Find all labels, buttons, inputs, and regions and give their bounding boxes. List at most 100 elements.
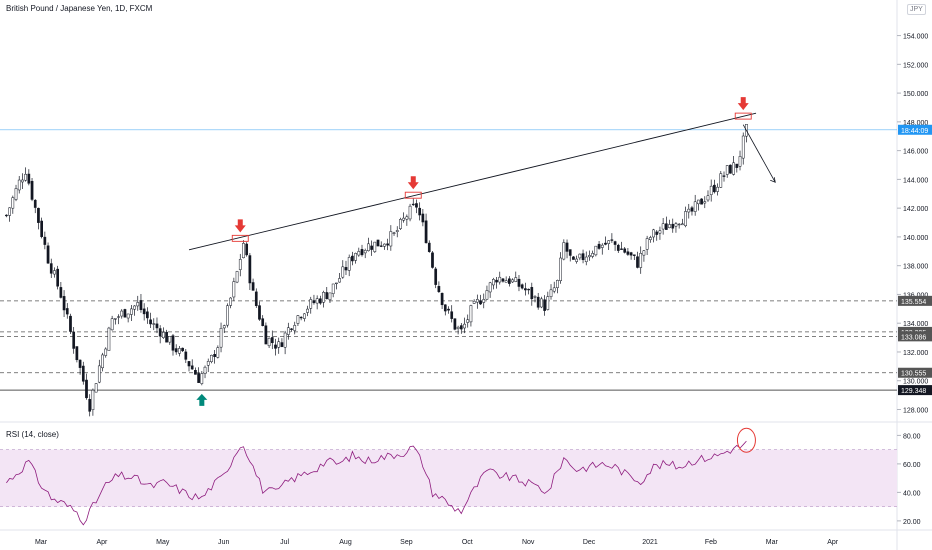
candle-body	[648, 237, 652, 240]
price-tick-label: 146.000	[903, 149, 928, 156]
candle-body	[447, 308, 450, 311]
price-tick-label: 138.000	[903, 264, 928, 271]
candle-body	[165, 331, 168, 343]
candle-body	[658, 230, 662, 234]
candle-body	[674, 223, 678, 227]
candle-body	[703, 201, 707, 204]
candle-body	[626, 251, 630, 255]
candle-body	[290, 328, 293, 330]
rsi-layer	[0, 427, 897, 526]
candle-body	[408, 205, 412, 220]
candle-body	[81, 365, 85, 382]
candle-body	[421, 213, 425, 223]
candle-body	[351, 255, 354, 262]
candle-body	[392, 232, 396, 234]
candle-body	[636, 256, 639, 268]
candle-body	[604, 242, 607, 245]
down-arrow-icon	[737, 97, 749, 111]
candle-body	[681, 223, 684, 226]
candle-body	[14, 188, 18, 200]
currency-badge[interactable]: JPY	[907, 4, 926, 15]
candle-body	[540, 298, 543, 308]
candle-body	[533, 296, 537, 298]
candle-body	[210, 354, 213, 362]
price-tick-label: 152.000	[903, 62, 928, 69]
candle-body	[668, 224, 671, 229]
time-tick-label: Jul	[280, 539, 289, 546]
candle-body	[466, 319, 470, 323]
candle-body	[27, 173, 31, 184]
candle-body	[549, 289, 553, 297]
candle-body	[158, 328, 162, 337]
candle-body	[479, 300, 482, 305]
candle-body	[133, 305, 136, 310]
level-price-badge	[898, 331, 932, 342]
candle-body	[415, 203, 418, 208]
candle-body	[485, 290, 489, 300]
candle-body	[536, 296, 540, 308]
candle-body	[85, 379, 88, 399]
candle-body	[181, 347, 184, 352]
candle-body	[511, 279, 514, 283]
candle-body	[607, 240, 611, 244]
candle-body	[216, 347, 220, 358]
candle-body	[17, 179, 21, 191]
candle-body	[376, 239, 380, 247]
candle-body	[107, 327, 111, 351]
candle-body	[261, 318, 265, 326]
candle-body	[664, 223, 668, 230]
candle-body	[575, 258, 578, 262]
candle-body	[174, 348, 178, 353]
time-tick-label: Dec	[583, 539, 596, 546]
candle-body	[354, 253, 357, 261]
candle-body	[613, 241, 617, 245]
level-price-label: 135.554	[901, 299, 926, 306]
candle-body	[302, 313, 306, 319]
candle-body	[642, 250, 646, 256]
candle-body	[556, 280, 559, 288]
candle-body	[242, 243, 245, 259]
candle-body	[33, 199, 37, 208]
candle-body	[732, 162, 735, 175]
candle-body	[59, 287, 63, 298]
candle-body	[315, 298, 319, 304]
candle-body	[69, 315, 72, 332]
candle-body	[117, 316, 120, 318]
rsi-tick-label: 60.00	[903, 462, 921, 469]
candle-body	[383, 243, 386, 247]
candle-body	[552, 287, 556, 292]
chart-title: British Pound / Japanese Yen, 1D, FXCM	[6, 4, 153, 13]
price-tick-label: 142.000	[903, 206, 928, 213]
candle-body	[270, 337, 274, 344]
candle-body	[373, 241, 377, 252]
candle-body	[322, 292, 325, 303]
price-tick-label: 150.000	[903, 91, 928, 98]
candle-body	[120, 310, 124, 317]
candle-body	[235, 271, 239, 283]
candle-body	[24, 173, 27, 181]
down-arrow-icon	[234, 219, 246, 233]
candle-body	[49, 263, 53, 274]
candle-body	[402, 217, 405, 221]
candle-body	[229, 297, 233, 306]
candle-body	[296, 315, 300, 324]
trendline	[188, 112, 757, 251]
candle-body	[597, 243, 601, 249]
candle-body	[110, 318, 114, 331]
candle-body	[232, 281, 236, 298]
candle-body	[395, 230, 399, 232]
time-tick-label: Sep	[400, 539, 413, 546]
time-tick-label: 2021	[642, 539, 658, 546]
price-tick-label: 132.000	[903, 350, 928, 357]
candle-body	[424, 220, 428, 244]
level-price-badge	[898, 385, 932, 396]
candle-body	[168, 336, 172, 343]
candle-body	[360, 249, 364, 256]
candle-body	[434, 268, 438, 285]
rsi-tick-label: 80.00	[903, 433, 921, 440]
candle-body	[226, 305, 229, 326]
candle-body	[386, 243, 389, 246]
candle-body	[431, 252, 434, 268]
candle-body	[258, 305, 261, 320]
